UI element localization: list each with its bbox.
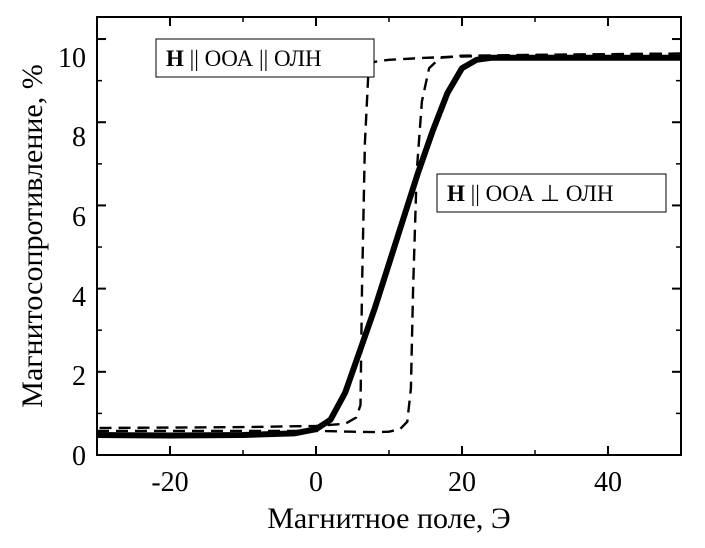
annotation-perpendicular-bold: H [447,181,465,206]
x-tick-label-20: 20 [448,467,476,498]
annotation-parallel-rest: || ООА || ОЛН [184,46,322,71]
major-ticks [97,17,681,456]
y-tick-label-6: 6 [72,202,86,233]
y-tick-label-10: 10 [58,43,86,74]
series-line-dashed-1 [97,52,682,434]
y-tick-label-0: 0 [72,441,86,472]
x-tick-label-0: 0 [309,467,323,498]
x-axis-label: Магнитное поле, Э [267,502,511,535]
annotation-perpendicular-text: H || ООА ⊥ ОЛН [447,181,614,206]
annotation-perpendicular-box [436,173,667,213]
plot-frame [96,16,682,456]
annotation-parallel-bold: H [166,46,184,71]
annotation-perpendicular-rest: || ООА ⊥ ОЛН [465,181,614,206]
annotation-parallel-box [155,38,375,78]
series-line-dashed-2 [96,52,682,430]
series-line-solid [96,54,681,439]
x-tick-label-40: 40 [594,467,622,498]
annotation-parallel: H || ООА || ОЛН [155,38,375,78]
y-tick-label-8: 8 [72,122,86,153]
annotation-parallel-text: H || ООА || ОЛН [166,46,322,71]
y-tick-label-4: 4 [72,282,86,313]
y-axis-label: Магнитосопротивление, % [16,64,49,407]
y-tick-label-2: 2 [72,361,86,392]
x-tick-label-neg20: -20 [151,467,188,498]
annotation-perpendicular: H || ООА ⊥ ОЛН [436,173,667,213]
minor-ticks [96,17,682,455]
series-layer [96,52,682,439]
